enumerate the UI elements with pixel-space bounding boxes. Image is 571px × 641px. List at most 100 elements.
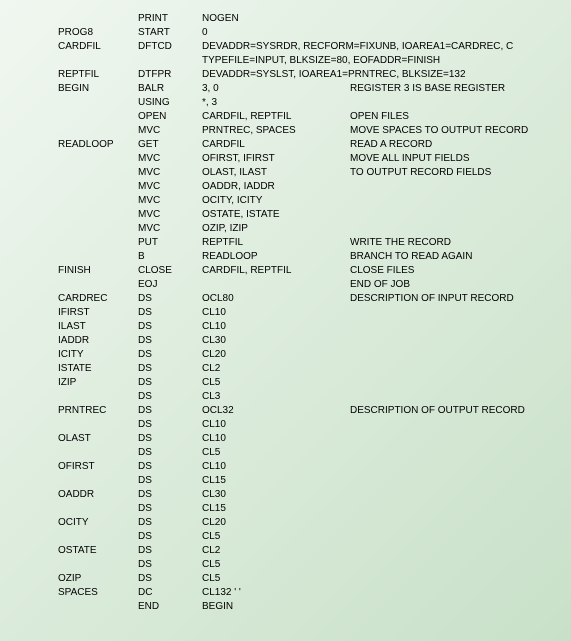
opcode-col: BALR (138, 82, 202, 96)
code-line: IZIPDSCL5 (58, 376, 571, 390)
operand-col: CL5 (202, 572, 350, 586)
code-line: IFIRSTDSCL10 (58, 306, 571, 320)
opcode-col: EOJ (138, 278, 202, 292)
opcode-col: DS (138, 418, 202, 432)
label-col (58, 530, 138, 544)
operand-col: BEGIN (202, 600, 350, 614)
label-col (58, 390, 138, 404)
code-line: ENDBEGIN (58, 600, 571, 614)
comment-col: READ A RECORD (350, 138, 432, 152)
opcode-col: B (138, 250, 202, 264)
code-line: READLOOPGETCARDFILREAD A RECORD (58, 138, 571, 152)
opcode-col: USING (138, 96, 202, 110)
operand-col: CL30 (202, 488, 350, 502)
operand-col: CL15 (202, 474, 350, 488)
label-col: FINISH (58, 264, 138, 278)
operand-col: DEVADDR=SYSLST, IOAREA1=PRNTREC, BLKSIZE… (202, 68, 466, 82)
operand-col: CL10 (202, 320, 350, 334)
code-line: PROG8START0 (58, 26, 571, 40)
label-col (58, 96, 138, 110)
opcode-col: DS (138, 544, 202, 558)
code-line: DSCL5 (58, 558, 571, 572)
opcode-col: CLOSE (138, 264, 202, 278)
operand-col: NOGEN (202, 12, 350, 26)
opcode-col: MVC (138, 166, 202, 180)
code-line: PRNTRECDSOCL32DESCRIPTION OF OUTPUT RECO… (58, 404, 571, 418)
operand-col: CL3 (202, 390, 350, 404)
code-line: USING*, 3 (58, 96, 571, 110)
operand-col: CARDFIL, REPTFIL (202, 264, 350, 278)
opcode-col: DS (138, 432, 202, 446)
operand-col: CL20 (202, 348, 350, 362)
code-line: PUTREPTFILWRITE THE RECORD (58, 236, 571, 250)
code-line: MVCOLAST, ILASTTO OUTPUT RECORD FIELDS (58, 166, 571, 180)
opcode-col: MVC (138, 152, 202, 166)
operand-col (202, 278, 350, 292)
opcode-col: DS (138, 376, 202, 390)
operand-col: 0 (202, 26, 350, 40)
code-line: MVCOADDR, IADDR (58, 180, 571, 194)
label-col (58, 600, 138, 614)
opcode-col: DFTCD (138, 40, 202, 54)
operand-col: CL2 (202, 544, 350, 558)
code-line: EOJ END OF JOB (58, 278, 571, 292)
opcode-col: DS (138, 390, 202, 404)
opcode-col: START (138, 26, 202, 40)
code-line: PRINTNOGEN (58, 12, 571, 26)
comment-col: REGISTER 3 IS BASE REGISTER (350, 82, 505, 96)
operand-col: CL30 (202, 334, 350, 348)
code-line: DSCL15 (58, 502, 571, 516)
opcode-col: DS (138, 292, 202, 306)
code-line: SPACESDCCL132 ' ' (58, 586, 571, 600)
label-col: PRNTREC (58, 404, 138, 418)
operand-col: CL5 (202, 558, 350, 572)
label-col: OCITY (58, 516, 138, 530)
operand-col: OLAST, ILAST (202, 166, 350, 180)
code-line: MVCOSTATE, ISTATE (58, 208, 571, 222)
code-line: OCITYDSCL20 (58, 516, 571, 530)
opcode-col: DS (138, 516, 202, 530)
comment-col: DESCRIPTION OF OUTPUT RECORD (350, 404, 525, 418)
label-col (58, 124, 138, 138)
code-line: CARDRECDSOCL80DESCRIPTION OF INPUT RECOR… (58, 292, 571, 306)
comment-col: END OF JOB (350, 278, 410, 292)
label-col: IFIRST (58, 306, 138, 320)
operand-col: PRNTREC, SPACES (202, 124, 350, 138)
opcode-col: MVC (138, 180, 202, 194)
label-col (58, 54, 138, 68)
label-col: IZIP (58, 376, 138, 390)
comment-col: MOVE ALL INPUT FIELDS (350, 152, 469, 166)
label-col: IADDR (58, 334, 138, 348)
operand-col: OCL80 (202, 292, 350, 306)
label-col: CARDFIL (58, 40, 138, 54)
code-line: ICITYDSCL20 (58, 348, 571, 362)
operand-col: CL5 (202, 530, 350, 544)
opcode-col: MVC (138, 208, 202, 222)
opcode-col: DS (138, 460, 202, 474)
code-line: DSCL5 (58, 530, 571, 544)
operand-col: CL10 (202, 432, 350, 446)
operand-col: REPTFIL (202, 236, 350, 250)
label-col: ICITY (58, 348, 138, 362)
operand-col: 3, 0 (202, 82, 350, 96)
comment-col: CLOSE FILES (350, 264, 414, 278)
opcode-col: DS (138, 334, 202, 348)
opcode-col: PUT (138, 236, 202, 250)
operand-col: CL5 (202, 446, 350, 460)
code-line: MVCPRNTREC, SPACESMOVE SPACES TO OUTPUT … (58, 124, 571, 138)
operand-col: DEVADDR=SYSRDR, RECFORM=FIXUNB, IOAREA1=… (202, 40, 513, 54)
label-col (58, 278, 138, 292)
label-col: OFIRST (58, 460, 138, 474)
code-line: FINISHCLOSECARDFIL, REPTFILCLOSE FILES (58, 264, 571, 278)
code-line: DSCL5 (58, 446, 571, 460)
code-line: DSCL10 (58, 418, 571, 432)
label-col (58, 502, 138, 516)
opcode-col: DS (138, 488, 202, 502)
opcode-col: DS (138, 362, 202, 376)
label-col: OADDR (58, 488, 138, 502)
code-line: OFIRSTDSCL10 (58, 460, 571, 474)
operand-col: OADDR, IADDR (202, 180, 350, 194)
code-line: IADDRDSCL30 (58, 334, 571, 348)
code-line: DSCL3 (58, 390, 571, 404)
label-col: REPTFIL (58, 68, 138, 82)
